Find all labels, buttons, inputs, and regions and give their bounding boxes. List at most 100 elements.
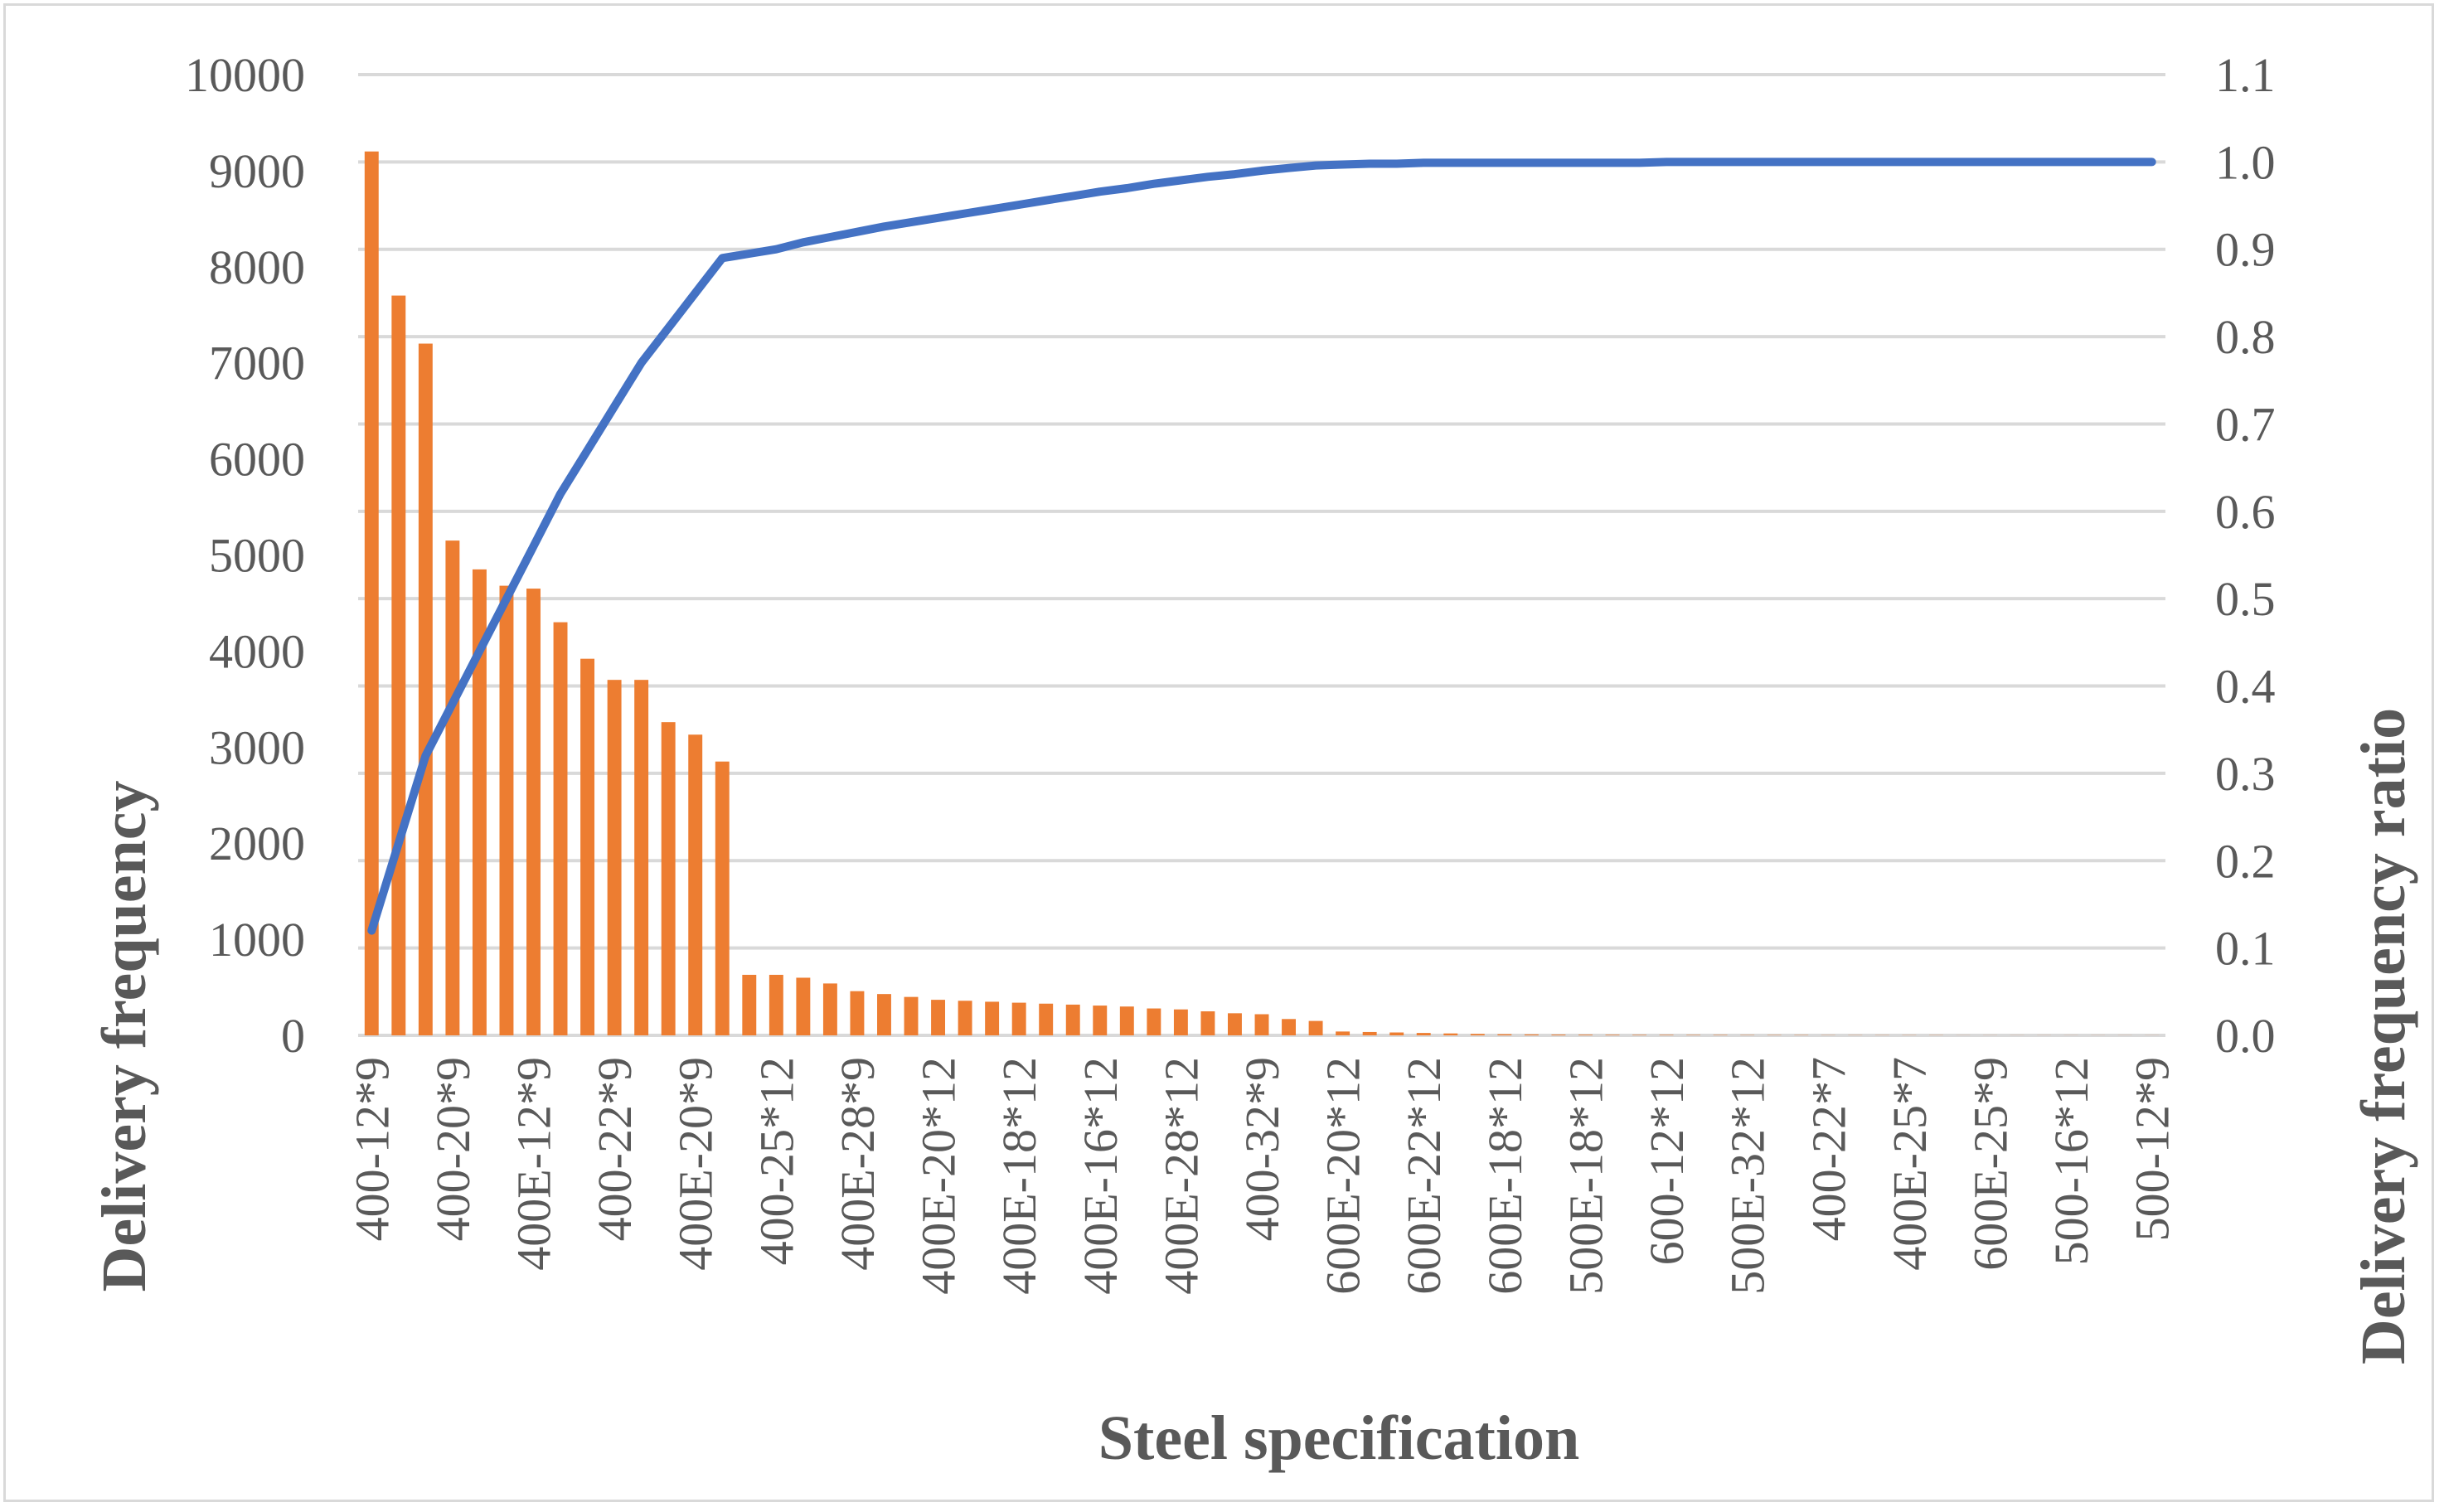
x-tick-label: 600E-22*12 <box>1397 1057 1451 1295</box>
bar <box>391 295 406 1035</box>
bar <box>445 540 460 1035</box>
x-tick-label: 400E-16*12 <box>1074 1057 1127 1295</box>
y2-tick-label: 0.1 <box>2215 922 2276 976</box>
bar <box>499 585 514 1035</box>
bar <box>985 1001 1000 1035</box>
y2-tick-label: 1.0 <box>2215 135 2276 189</box>
bar <box>1308 1020 1323 1035</box>
y2-tick-label: 0.6 <box>2215 485 2276 539</box>
bar <box>822 983 837 1035</box>
x-tick-label: 400-20*9 <box>426 1057 480 1241</box>
x-axis-ticks: 400-12*9 400-20*9 400E-12*9 400-22*9 400E-20… <box>345 1057 2179 1295</box>
bar <box>1039 1003 1054 1035</box>
bar <box>553 622 568 1035</box>
y2-tick-label: 0.0 <box>2215 1009 2276 1063</box>
x-tick-label: 400E-25*7 <box>1883 1057 1937 1271</box>
x-tick-label: 400E-28*12 <box>1154 1057 1208 1295</box>
bar <box>1443 1033 1458 1035</box>
bar <box>1147 1008 1161 1035</box>
x-tick-label: 500-12*9 <box>2126 1057 2180 1241</box>
line-series <box>367 158 2156 935</box>
bar <box>931 1000 946 1035</box>
y2-tick-label: 0.9 <box>2215 223 2276 277</box>
left-axis-ticks: 0 1000 2000 3000 4000 5000 6000 7000 8000 9000 100… <box>185 48 305 1063</box>
y-tick-label: 4000 <box>209 624 305 678</box>
right-axis-ticks: 0.0 0.1 0.2 0.3 0.4 0.5 0.6 0.7 0.8 0.9 1.0 1.1 <box>2215 48 2276 1063</box>
bar <box>1470 1034 1485 1035</box>
x-tick-label: 600-12*12 <box>1640 1057 1694 1265</box>
bar <box>877 994 891 1035</box>
bar <box>634 680 649 1035</box>
bar <box>607 680 622 1035</box>
bar <box>688 734 703 1035</box>
bar <box>715 761 730 1035</box>
y-tick-label: 2000 <box>209 817 305 870</box>
x-tick-label: 500-16*12 <box>2044 1057 2098 1265</box>
y2-tick-label: 0.4 <box>2215 660 2276 714</box>
y2-tick-label: 0.3 <box>2215 747 2276 801</box>
y2-tick-label: 0.2 <box>2215 834 2276 888</box>
y-axis-title: Delivery frequency <box>90 781 159 1292</box>
y-tick-label: 0 <box>281 1009 305 1063</box>
bar <box>958 1001 972 1035</box>
bar <box>769 974 783 1035</box>
bar <box>1336 1031 1351 1035</box>
y2-axis-title: Delivery frequency ratio <box>2349 708 2418 1364</box>
x-tick-label: 400E-20*12 <box>912 1057 966 1295</box>
y-tick-label: 10000 <box>185 48 305 102</box>
bar <box>1011 1002 1026 1035</box>
x-tick-label: 400E-12*9 <box>507 1057 561 1271</box>
x-tick-label: 400-25*12 <box>749 1057 803 1265</box>
bar <box>1362 1031 1377 1035</box>
x-tick-label: 400-22*9 <box>588 1057 642 1241</box>
bar <box>1389 1032 1404 1035</box>
bar <box>418 343 433 1035</box>
x-tick-label: 400E-28*9 <box>831 1057 885 1271</box>
bar <box>1200 1011 1215 1035</box>
bar <box>1065 1004 1080 1035</box>
bar <box>661 722 676 1035</box>
x-axis-title: Steel specification <box>1098 1403 1579 1473</box>
bar <box>1119 1006 1134 1035</box>
x-tick-label: 400-12*9 <box>345 1057 399 1241</box>
bar-series <box>364 151 2160 1036</box>
bar <box>1173 1009 1188 1035</box>
y-tick-label: 8000 <box>209 240 305 294</box>
bar <box>364 151 379 1036</box>
y2-tick-label: 1.1 <box>2215 48 2276 102</box>
x-tick-label: 400-32*9 <box>1235 1057 1289 1241</box>
y-tick-label: 6000 <box>209 433 305 487</box>
cumulative-ratio-line <box>367 158 2156 935</box>
y2-tick-label: 0.7 <box>2215 397 2276 451</box>
y-tick-label: 5000 <box>209 529 305 583</box>
bar <box>742 974 757 1035</box>
y-tick-label: 3000 <box>209 720 305 774</box>
bar <box>1282 1019 1296 1035</box>
x-tick-label: 400E-18*12 <box>992 1057 1046 1295</box>
x-tick-label: 600E-25*9 <box>1964 1057 2018 1271</box>
bar <box>1228 1013 1242 1035</box>
y-tick-label: 1000 <box>209 913 305 967</box>
y-tick-label: 9000 <box>209 144 305 198</box>
chart-frame <box>3 3 2434 1502</box>
bar <box>1254 1014 1269 1035</box>
x-tick-label: 600E-20*12 <box>1317 1057 1370 1295</box>
x-tick-label: 500E-32*12 <box>1721 1057 1775 1295</box>
bar <box>904 996 919 1035</box>
bar <box>1093 1006 1108 1035</box>
bar <box>472 569 487 1035</box>
y-tick-label: 7000 <box>209 337 305 390</box>
bar <box>526 589 541 1035</box>
x-tick-label: 400-22*7 <box>1801 1057 1855 1241</box>
y2-tick-label: 0.5 <box>2215 572 2276 626</box>
bar <box>1416 1033 1431 1035</box>
gridlines <box>358 73 2165 1037</box>
bar <box>850 991 865 1035</box>
y2-tick-label: 0.8 <box>2215 310 2276 364</box>
x-tick-label: 600E-18*12 <box>1478 1057 1532 1295</box>
bar <box>796 977 811 1035</box>
x-tick-label: 400E-20*9 <box>669 1057 723 1271</box>
x-tick-label: 500E-18*12 <box>1559 1057 1612 1295</box>
bar <box>580 658 595 1035</box>
